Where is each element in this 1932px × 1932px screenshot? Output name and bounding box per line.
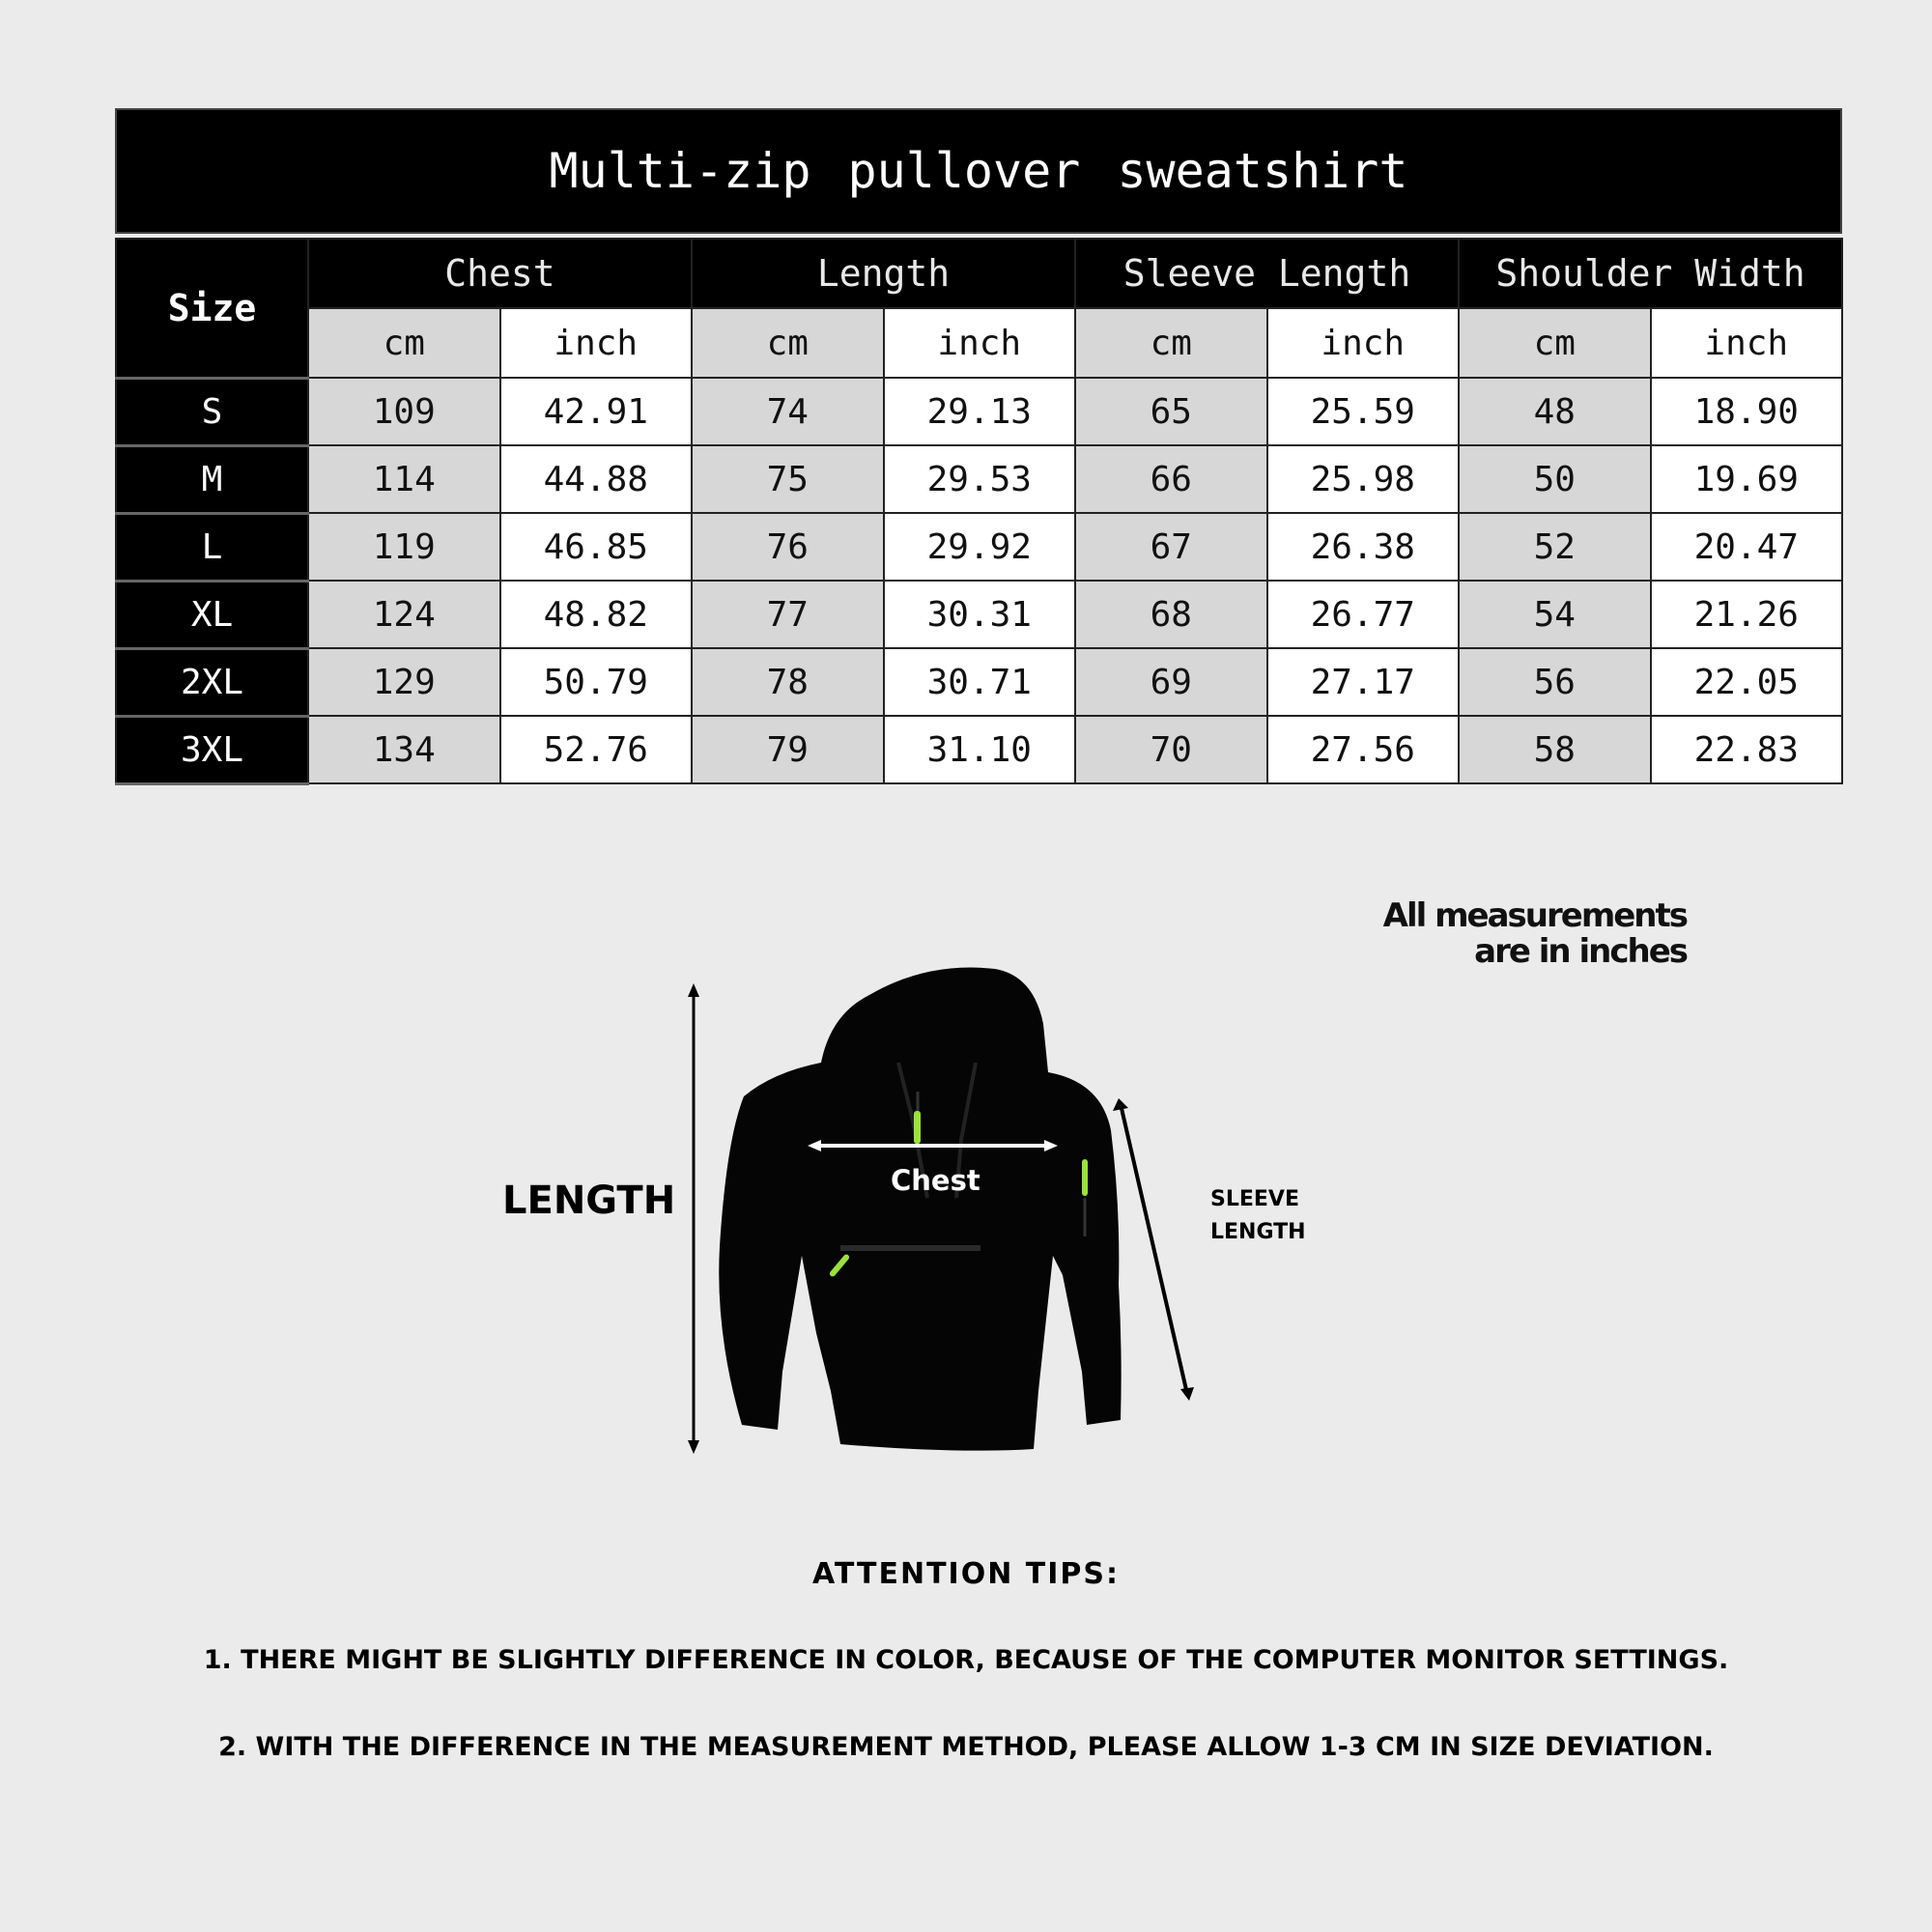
table-row: S 109 42.91 74 29.13 65 25.59 48 18.90 [115,377,1843,447]
value-cm: 129 [307,647,501,717]
unit-cm: cm [691,307,885,379]
size-table: Size Chest Length Sleeve Length Shoulder… [115,238,1843,785]
value-inch: 18.90 [1649,377,1843,446]
unit-cm: cm [1074,307,1268,379]
value-inch: 27.17 [1265,647,1460,717]
value-inch: 25.59 [1265,377,1460,446]
value-cm: 65 [1074,377,1268,446]
header-length: Length [691,238,1076,309]
value-inch: 44.88 [498,444,693,514]
table-row: 3XL 134 52.76 79 31.10 70 27.56 58 22.83 [115,715,1843,785]
tip-item-2: 2. WITH THE DIFFERENCE IN THE MEASUREMEN… [218,1732,1714,1762]
sleeve-label-line-2: LENGTH [1210,1220,1306,1244]
value-cm: 52 [1458,512,1652,582]
value-inch: 26.38 [1265,512,1460,582]
chart-title: Multi-zip pullover sweatshirt [115,108,1842,234]
value-inch: 30.31 [882,580,1076,649]
note-line-2: are in inches [1474,932,1689,971]
size-label: 2XL [115,647,309,718]
table-row: M 114 44.88 75 29.53 66 25.98 50 19.69 [115,444,1843,515]
value-inch: 50.79 [498,647,693,717]
value-cm: 134 [307,715,501,784]
tip-item-1: 1. THERE MIGHT BE SLIGHTLY DIFFERENCE IN… [203,1645,1729,1675]
zipper-pull-chest [914,1111,921,1144]
note-line-1: All measurements [1382,896,1689,935]
length-arrow [688,983,699,1454]
value-cm: 79 [691,715,885,784]
zipper-pull-pocket [829,1254,850,1277]
value-inch: 46.85 [498,512,693,582]
value-cm: 50 [1458,444,1652,514]
size-header: Size [115,238,309,380]
hoodie-image [719,967,1122,1451]
value-cm: 69 [1074,647,1268,717]
sleeve-arrow [1113,1098,1194,1401]
unit-inch: inch [882,307,1076,379]
chest-label: Chest [891,1164,980,1197]
size-label: L [115,512,309,582]
size-label: S [115,377,309,447]
value-inch: 42.91 [498,377,693,446]
value-cm: 67 [1074,512,1268,582]
value-cm: 54 [1458,580,1652,649]
value-inch: 22.05 [1649,647,1843,717]
value-inch: 25.98 [1265,444,1460,514]
sleeve-length-label: SLEEVE LENGTH [1210,1183,1306,1249]
size-label: XL [115,580,309,650]
value-cm: 66 [1074,444,1268,514]
measurement-note: All measurements are in inches [290,896,1689,971]
value-cm: 58 [1458,715,1652,784]
value-cm: 56 [1458,647,1652,717]
table-row: XL 124 48.82 77 30.31 68 26.77 54 21.26 [115,580,1843,650]
value-inch: 48.82 [498,580,693,649]
value-cm: 124 [307,580,501,649]
value-cm: 74 [691,377,885,446]
value-inch: 22.83 [1649,715,1843,784]
value-inch: 21.26 [1649,580,1843,649]
length-label: LENGTH [502,1179,676,1223]
value-cm: 76 [691,512,885,582]
value-cm: 70 [1074,715,1268,784]
value-cm: 48 [1458,377,1652,446]
value-cm: 77 [691,580,885,649]
table-row: 2XL 129 50.79 78 30.71 69 27.17 56 22.05 [115,647,1843,718]
zipper-pull-sleeve [1082,1159,1088,1196]
chest-arrow [808,1140,1058,1151]
header-sleeve-length: Sleeve Length [1074,238,1460,309]
value-cm: 68 [1074,580,1268,649]
unit-inch: inch [1265,307,1460,379]
value-inch: 29.13 [882,377,1076,446]
value-inch: 26.77 [1265,580,1460,649]
value-inch: 52.76 [498,715,693,784]
value-inch: 31.10 [882,715,1076,784]
table-row: L 119 46.85 76 29.92 67 26.38 52 20.47 [115,512,1843,582]
unit-inch: inch [1649,307,1843,379]
value-cm: 114 [307,444,501,514]
header-shoulder-width: Shoulder Width [1458,238,1843,309]
value-cm: 78 [691,647,885,717]
size-label: M [115,444,309,515]
value-inch: 27.56 [1265,715,1460,784]
size-label: 3XL [115,715,309,785]
unit-cm: cm [1458,307,1652,379]
value-inch: 29.53 [882,444,1076,514]
unit-cm: cm [307,307,501,379]
value-cm: 75 [691,444,885,514]
value-cm: 119 [307,512,501,582]
value-inch: 19.69 [1649,444,1843,514]
sleeve-label-line-1: SLEEVE [1210,1187,1299,1211]
value-inch: 29.92 [882,512,1076,582]
value-inch: 20.47 [1649,512,1843,582]
value-inch: 30.71 [882,647,1076,717]
tips-heading: ATTENTION TIPS: [811,1557,1120,1591]
unit-inch: inch [498,307,693,379]
value-cm: 109 [307,377,501,446]
header-chest: Chest [307,238,693,309]
